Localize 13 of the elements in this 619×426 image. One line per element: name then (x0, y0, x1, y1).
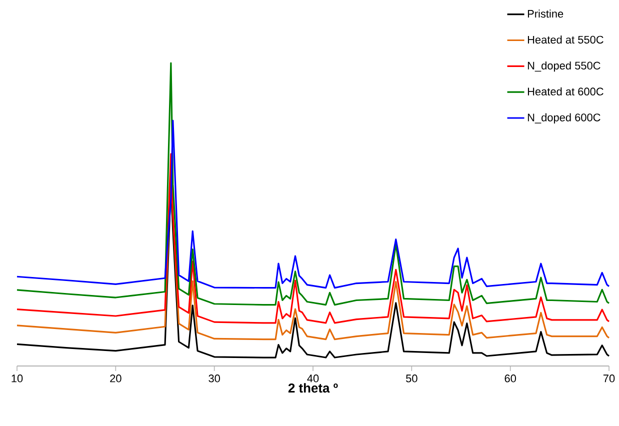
x-tick-label: 70 (603, 374, 615, 382)
x-tick-label: 50 (406, 374, 418, 382)
legend-label: Heated at 550C (528, 36, 604, 44)
x-tick-label: 60 (504, 374, 516, 382)
legend-label: N_doped 600C (528, 113, 600, 124)
x-tick-label: 10 (12, 374, 23, 382)
x-tick-label: 20 (110, 374, 122, 382)
legend-label: Heated at 600C (528, 87, 604, 96)
x-tick-label: 30 (208, 374, 220, 382)
legend-label: N_doped 550C (528, 61, 600, 72)
x-axis-title: 2 theta º (288, 383, 338, 393)
x-tick-label: 40 (307, 374, 319, 382)
legend-label: Pristine (528, 10, 564, 18)
